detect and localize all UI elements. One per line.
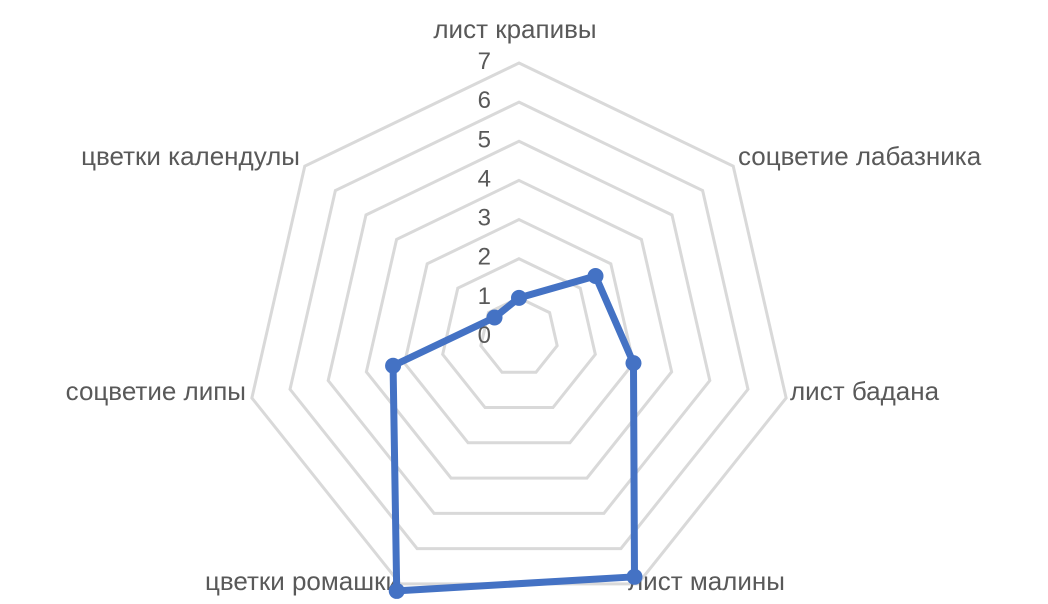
data-point [587, 267, 604, 284]
tick-label: 7 [478, 48, 491, 75]
data-point [511, 289, 527, 306]
data-point [388, 582, 405, 599]
tick-label: 6 [478, 87, 491, 114]
category-label: соцветие лабазника [738, 141, 982, 171]
category-label: лист малины [628, 566, 785, 596]
category-label: цветки календулы [81, 141, 300, 171]
grid-ring-5 [326, 139, 712, 515]
data-point [385, 357, 402, 374]
tick-label: 3 [478, 205, 491, 232]
tick-labels: 0 1 2 3 4 5 6 7 [478, 48, 491, 349]
tick-label: 5 [478, 126, 491, 153]
series-group [385, 267, 643, 599]
tick-label: 0 [478, 322, 491, 349]
grid-ring-1 [479, 296, 559, 374]
category-label: лист крапивы [433, 14, 596, 44]
tick-label: 1 [478, 283, 491, 310]
data-point [625, 355, 642, 372]
category-label: соцветие липы [66, 376, 246, 406]
data-point [626, 568, 643, 585]
tick-label: 2 [478, 244, 491, 271]
grid-ring-4 [364, 178, 674, 480]
grid-ring-3 [402, 217, 636, 445]
category-label: лист бадана [790, 376, 940, 406]
radar-grid [250, 61, 788, 586]
category-label: цветки ромашки [205, 566, 400, 596]
grid-ring-2 [441, 257, 597, 410]
grid-ring-6 [288, 100, 750, 551]
series-line [389, 272, 638, 595]
tick-label: 4 [478, 165, 491, 192]
data-point [486, 309, 503, 326]
category-labels: лист крапивы соцветие лабазника лист бадан… [66, 14, 982, 596]
